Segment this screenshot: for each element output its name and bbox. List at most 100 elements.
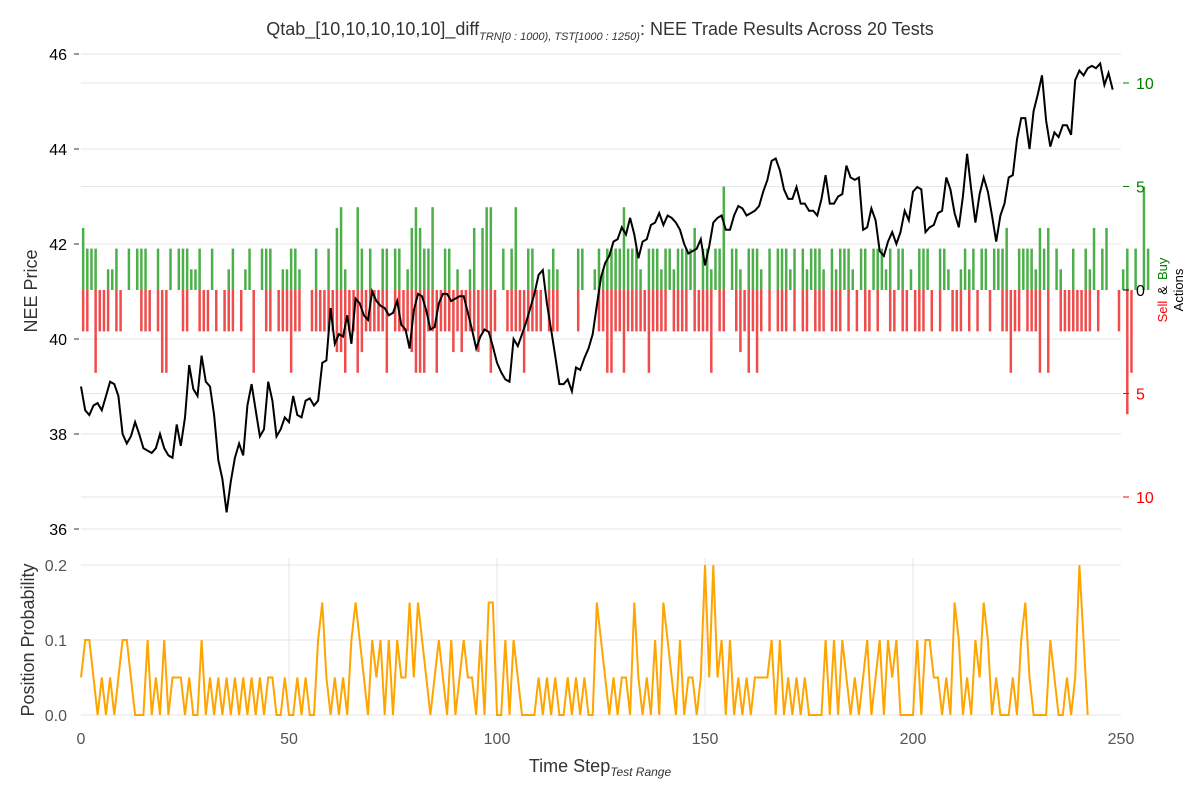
sell-bar — [319, 290, 322, 332]
sell-bar — [156, 290, 160, 332]
buy-bar — [614, 248, 617, 290]
sell-bar — [539, 290, 542, 332]
buy-bar — [1101, 248, 1104, 290]
buy-bar — [963, 248, 967, 290]
buy-bar — [398, 248, 401, 290]
buy-bar — [527, 248, 530, 290]
buy-bar — [839, 248, 842, 290]
sell-bar — [739, 290, 742, 353]
x-tick-label: 0 — [77, 731, 86, 748]
sell-bar — [1001, 290, 1004, 332]
sell-bar — [364, 290, 368, 332]
sell-bar — [223, 290, 226, 332]
price-y-tick-label: 46 — [49, 47, 67, 64]
sell-bar — [834, 290, 838, 332]
sell-bar — [1005, 290, 1008, 332]
actions-y-axis: 10 5 0 5 10 — [1123, 76, 1154, 507]
position-y-tick-label: 0.1 — [45, 633, 67, 650]
sell-bar — [922, 290, 925, 332]
sell-bar — [285, 290, 289, 332]
buy-bar — [393, 248, 397, 290]
sell-bar — [443, 290, 447, 332]
buy-bar — [485, 207, 488, 290]
sell-bar — [710, 290, 713, 373]
actions-y-tick-label: 5 — [1136, 180, 1145, 197]
buy-bar — [231, 248, 235, 290]
buy-bar — [751, 248, 755, 290]
sell-bar — [1047, 290, 1050, 373]
sell-bar — [551, 290, 555, 332]
sell-bar — [618, 290, 622, 332]
buy-label: Buy — [1155, 257, 1170, 280]
sell-bar — [693, 290, 696, 332]
sell-bar — [439, 290, 443, 332]
sell-bar — [94, 290, 97, 373]
buy-bar — [443, 248, 447, 290]
buy-bar — [814, 248, 817, 290]
x-tick-label: 50 — [280, 731, 298, 748]
sell-bar — [735, 290, 738, 332]
buy-bar — [1042, 248, 1046, 290]
buy-bar — [556, 269, 559, 290]
sell-bar — [1088, 290, 1092, 332]
buy-bar — [294, 248, 297, 290]
sell-bar — [830, 290, 834, 332]
buy-bar — [531, 248, 534, 290]
sell-bar — [664, 290, 667, 332]
buy-bar — [660, 269, 663, 290]
buy-bar — [510, 248, 513, 290]
buy-bar — [127, 248, 131, 290]
sell-bar — [381, 290, 384, 332]
buy-bar — [1059, 269, 1062, 290]
buy-bar — [880, 248, 884, 290]
buy-bar — [776, 248, 780, 290]
sell-bar — [510, 290, 513, 332]
buy-bar — [406, 269, 409, 290]
sell-bar — [239, 290, 243, 332]
sell-bar — [339, 290, 343, 353]
buy-bar — [81, 227, 85, 290]
sell-bar — [893, 290, 896, 332]
buy-bar — [385, 248, 389, 290]
buy-bar — [94, 248, 97, 290]
buy-bar — [1121, 269, 1125, 290]
sell-bar — [106, 290, 110, 332]
sell-bar — [464, 290, 468, 332]
sell-bar — [456, 290, 459, 332]
sell-bar — [435, 290, 438, 373]
sell-bar — [452, 290, 455, 353]
price-y-axis-label: NEE Price — [21, 249, 41, 332]
sell-bar — [868, 290, 871, 332]
sell-bar — [414, 290, 418, 373]
sell-bar — [660, 290, 663, 332]
buy-bar — [260, 248, 264, 290]
buy-bar — [169, 248, 172, 290]
sell-bar — [148, 290, 151, 332]
sell-bar — [635, 290, 638, 332]
sell-bar — [427, 290, 430, 332]
buy-bar — [281, 269, 285, 290]
buy-bar — [755, 248, 759, 290]
sell-bar — [606, 290, 609, 373]
sell-bar — [385, 290, 389, 373]
sell-bar — [140, 290, 143, 332]
buy-bar — [135, 248, 139, 290]
sell-bar — [655, 290, 659, 332]
buy-bar — [431, 207, 434, 290]
sell-bar — [423, 290, 426, 373]
sell-label: Sell — [1155, 301, 1170, 323]
buy-bar — [1146, 248, 1150, 290]
buy-bar — [423, 248, 426, 290]
buy-bar — [502, 248, 505, 290]
sell-bar — [1030, 290, 1033, 332]
sell-bar — [1080, 290, 1083, 332]
sell-bar — [647, 290, 651, 373]
sell-bar — [522, 290, 526, 373]
buy-bar — [106, 269, 110, 290]
position-y-axis: 0.0 0.1 0.2 — [45, 558, 67, 725]
sell-bar — [535, 290, 538, 332]
trade-action-bars — [81, 186, 1150, 415]
buy-bar — [947, 269, 950, 290]
actions-y-tick-label: 10 — [1136, 490, 1154, 507]
buy-bar — [631, 248, 634, 290]
